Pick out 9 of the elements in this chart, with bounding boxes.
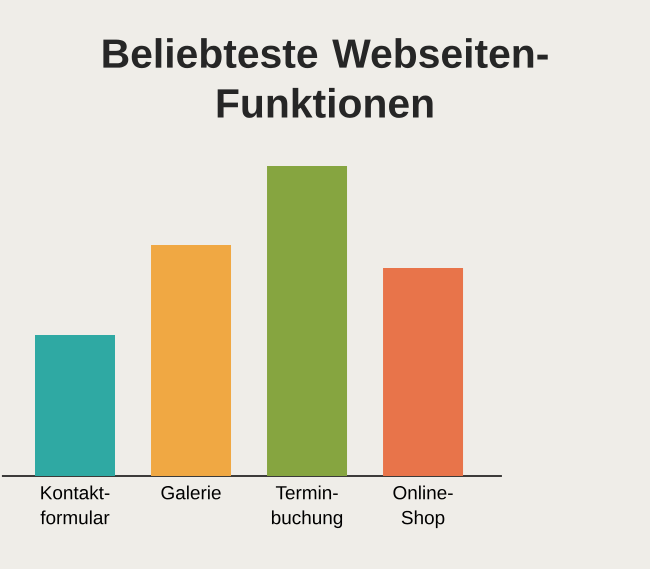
x-tick-label: Kontakt- formular: [40, 486, 110, 524]
bar: [267, 166, 348, 476]
bar: [383, 268, 464, 476]
chart-title: Beliebteste Webseiten- Funktionen: [103, 38, 548, 118]
bar: [35, 334, 115, 476]
x-tick-label: Online- Shop: [393, 486, 453, 528]
x-tick-label: Galerie: [161, 486, 221, 500]
x-tick-label: Termin- buchung: [272, 486, 342, 528]
bar: [151, 245, 232, 476]
